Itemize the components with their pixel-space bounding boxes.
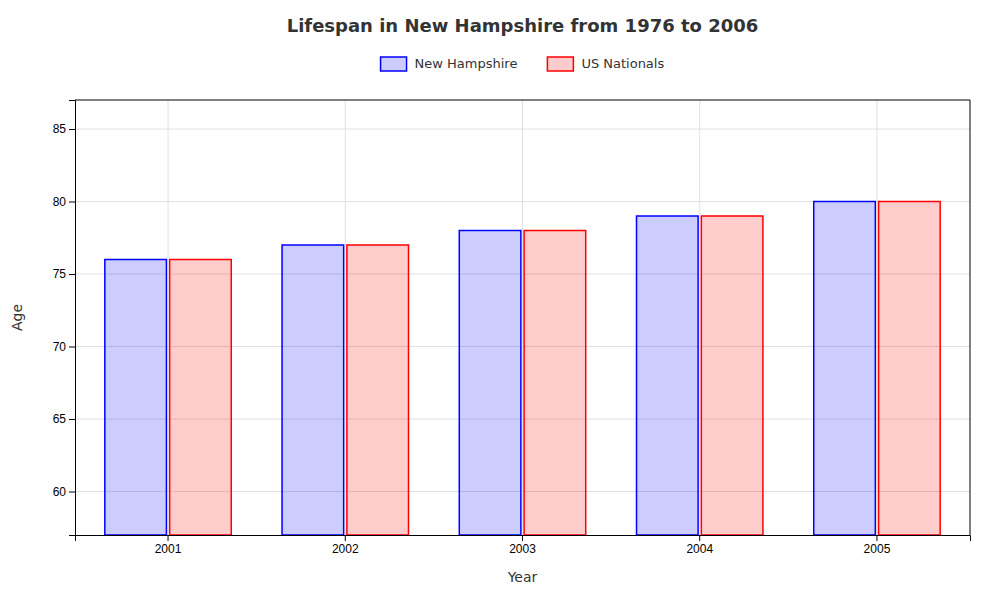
tick: 85 <box>53 122 75 136</box>
tick-label: 70 <box>53 340 67 354</box>
legend-item: US Nationals <box>547 56 664 71</box>
axis-line <box>76 536 971 542</box>
bar <box>637 216 699 535</box>
grid-line <box>345 100 346 535</box>
tick-mark <box>69 347 75 348</box>
legend: New Hampshire US Nationals <box>381 56 665 71</box>
title: Lifespan in New Hampshire from 1976 to 2… <box>287 15 759 36</box>
tick-mark <box>699 535 700 541</box>
legend-swatch <box>547 57 573 71</box>
grid-line <box>699 100 700 535</box>
tick: 70 <box>53 340 75 354</box>
tick: 2003 <box>509 535 536 556</box>
grid-line <box>876 100 877 535</box>
legend-swatch <box>381 57 407 71</box>
tick-label: 85 <box>53 122 67 136</box>
plot: 2001 2002 2003 2004 2005 60 65 70 75 80 85 <box>53 100 971 556</box>
bar <box>347 245 409 535</box>
tick: 75 <box>53 267 75 281</box>
legend-label: New Hampshire <box>415 56 518 71</box>
bar <box>459 231 521 536</box>
tick: 65 <box>53 412 75 426</box>
tick-mark <box>69 129 75 130</box>
tick: 60 <box>53 485 75 499</box>
tick-label: 2005 <box>864 542 891 556</box>
tick-mark <box>69 492 75 493</box>
frame-line <box>75 100 970 101</box>
bar <box>524 231 586 536</box>
tick-label: 2001 <box>155 542 182 556</box>
tick: 2005 <box>864 535 891 556</box>
frame-line <box>970 100 971 535</box>
tick: 80 <box>53 195 75 209</box>
grid-line <box>522 100 523 535</box>
tick: 2002 <box>332 535 359 556</box>
tick-mark <box>69 274 75 275</box>
tick-mark <box>522 535 523 541</box>
tick-mark <box>876 535 877 541</box>
tick-mark <box>69 419 75 420</box>
tick-mark <box>345 535 346 541</box>
tick-label: 80 <box>53 195 67 209</box>
chart: 2001 2002 2003 2004 2005 60 65 70 75 80 85 Lifespan… <box>0 0 1000 600</box>
tick-label: 2003 <box>509 542 536 556</box>
legend-label: US Nationals <box>581 56 664 71</box>
bar <box>879 202 941 536</box>
tick-label: 60 <box>53 485 67 499</box>
bar <box>170 260 232 536</box>
tick-label: 65 <box>53 412 67 426</box>
bar <box>701 216 763 535</box>
grid <box>75 100 970 535</box>
bars <box>105 202 940 536</box>
bar <box>105 260 167 536</box>
tick-mark <box>69 202 75 203</box>
grid-line <box>168 100 169 535</box>
tick: 2004 <box>686 535 713 556</box>
legend-item: New Hampshire <box>381 56 518 71</box>
bar <box>814 202 876 536</box>
tick-label: 2004 <box>686 542 713 556</box>
tick-mark <box>168 535 169 541</box>
axis-line <box>69 101 76 536</box>
x-axis-label: Year <box>507 569 538 585</box>
tick: 2001 <box>155 535 182 556</box>
y-axis-label: Age <box>9 304 25 331</box>
y-axis: 60 65 70 75 80 85 <box>53 101 76 536</box>
tick-label: 75 <box>53 267 67 281</box>
x-axis: 2001 2002 2003 2004 2005 <box>76 535 971 556</box>
bar <box>282 245 344 535</box>
tick-label: 2002 <box>332 542 359 556</box>
